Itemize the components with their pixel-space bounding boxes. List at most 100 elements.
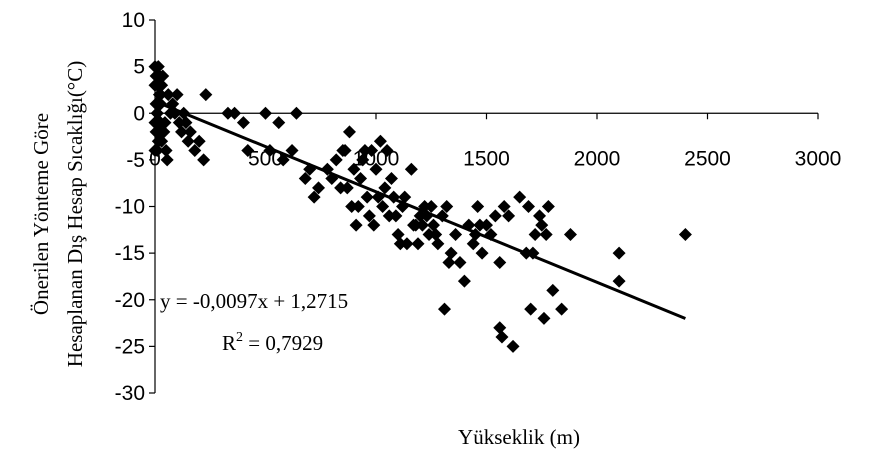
- data-point: [563, 227, 577, 241]
- data-point: [440, 200, 454, 213]
- data-point: [444, 246, 458, 260]
- data-point: [411, 237, 425, 251]
- data-point: [449, 227, 463, 241]
- x-axis-title: Yükseklik (m): [458, 425, 580, 449]
- x-tick-label: 2000: [574, 147, 621, 170]
- data-point: [546, 283, 560, 297]
- data-point: [497, 200, 511, 213]
- data-point: [537, 311, 551, 325]
- data-point: [354, 172, 368, 186]
- data-point: [155, 134, 169, 148]
- data-point: [360, 190, 374, 204]
- data-point: [307, 190, 321, 204]
- data-point: [150, 144, 164, 158]
- data-point: [148, 78, 162, 92]
- r-squared-label: R2 = 0,7929: [222, 330, 323, 355]
- data-point: [351, 200, 365, 213]
- data-point: [373, 134, 387, 148]
- data-point: [236, 116, 250, 130]
- data-point: [172, 116, 186, 130]
- data-point: [466, 237, 480, 251]
- data-point: [175, 125, 189, 139]
- y-tick-label: 10: [122, 9, 145, 32]
- data-point: [241, 144, 255, 158]
- y-tick-label: -15: [115, 242, 145, 265]
- data-point: [424, 200, 438, 213]
- data-point: [541, 200, 555, 213]
- data-point: [431, 237, 445, 251]
- data-point: [528, 227, 542, 241]
- data-point: [336, 144, 350, 158]
- data-points: [148, 60, 692, 353]
- data-point: [535, 218, 549, 232]
- data-point: [480, 218, 493, 232]
- data-point: [391, 227, 405, 241]
- data-point: [358, 144, 372, 158]
- data-point: [422, 227, 436, 241]
- x-tick-label: 3000: [795, 147, 842, 170]
- y-tick-label: -25: [115, 335, 145, 358]
- data-point: [475, 246, 489, 260]
- data-point: [493, 255, 507, 269]
- data-point: [289, 106, 303, 120]
- data-point: [415, 218, 429, 232]
- data-point: [170, 88, 184, 102]
- data-point: [407, 218, 421, 232]
- y-axis-title-line2: Hesaplanan Dış Hesap Sıcaklığı(°C): [63, 61, 87, 367]
- data-point: [340, 181, 354, 195]
- data-point: [495, 330, 509, 344]
- trendline-group: [154, 100, 686, 320]
- data-point: [471, 200, 485, 213]
- data-point: [378, 181, 392, 195]
- data-point: [533, 209, 547, 223]
- data-point: [183, 125, 197, 139]
- y-tick-label: -20: [115, 289, 145, 312]
- data-point: [457, 274, 471, 288]
- data-point: [380, 144, 394, 158]
- data-point: [181, 134, 195, 148]
- data-point: [393, 237, 407, 251]
- x-tick-label: 500: [248, 147, 283, 170]
- data-point: [356, 153, 370, 167]
- data-point: [362, 209, 376, 223]
- data-point: [347, 162, 361, 176]
- data-point: [197, 153, 211, 167]
- y-tick-label: -10: [115, 196, 145, 219]
- data-point: [298, 172, 312, 186]
- data-point: [404, 162, 418, 176]
- data-point: [502, 209, 516, 223]
- data-point: [334, 181, 348, 195]
- data-point: [473, 218, 487, 232]
- data-point: [426, 218, 440, 232]
- data-point: [342, 125, 356, 139]
- data-point: [151, 60, 165, 74]
- x-tick-label: 1500: [463, 147, 510, 170]
- y-tick-label: -5: [126, 149, 145, 172]
- data-point: [272, 116, 286, 130]
- data-point: [259, 106, 272, 120]
- x-tick-label: 2500: [684, 147, 731, 170]
- data-point: [161, 88, 175, 102]
- data-point: [199, 88, 213, 102]
- data-point: [192, 134, 206, 148]
- data-point: [156, 69, 170, 83]
- data-point: [493, 321, 507, 335]
- data-point: [524, 302, 538, 316]
- y-tick-label: 5: [133, 56, 145, 79]
- data-point: [365, 144, 379, 158]
- data-point: [188, 144, 202, 158]
- data-point: [398, 190, 412, 204]
- data-point: [513, 190, 527, 204]
- data-point: [312, 181, 326, 195]
- data-point: [329, 153, 343, 167]
- data-point: [160, 153, 174, 167]
- trendline: [154, 100, 686, 320]
- data-point: [389, 209, 403, 223]
- data-point: [369, 162, 383, 176]
- data-point: [442, 255, 456, 269]
- data-point: [384, 172, 398, 186]
- data-point: [158, 116, 172, 130]
- data-point: [382, 209, 396, 223]
- data-point: [521, 200, 535, 213]
